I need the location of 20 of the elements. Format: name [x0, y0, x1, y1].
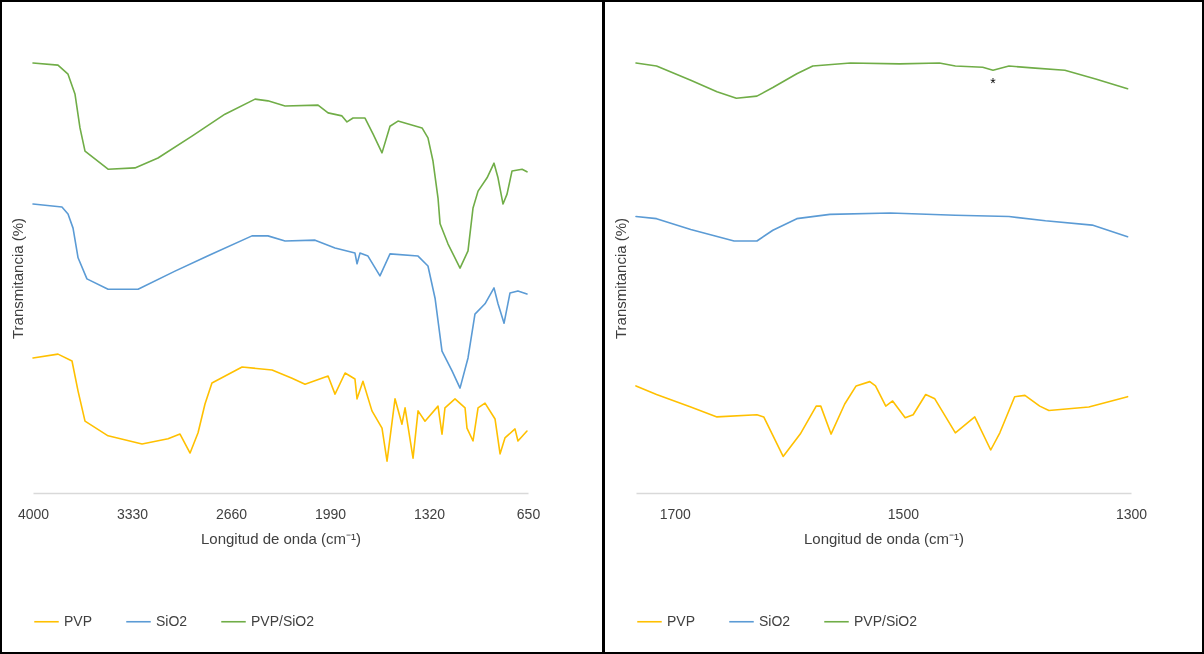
legend-label: SiO2: [156, 612, 188, 629]
legend-label: SiO2: [759, 612, 791, 629]
x-tick-label: 1500: [887, 505, 920, 522]
x-tick-label: 4000: [17, 505, 50, 522]
x-axis-title: Longitud de onda (cm⁻¹): [803, 529, 965, 547]
x-tick-label: 2660: [215, 505, 248, 522]
legend-label: PVP: [667, 612, 696, 629]
legend-label: PVP: [64, 612, 93, 629]
x-tick-label: 1300: [1115, 505, 1148, 522]
annotation: *: [990, 75, 997, 92]
x-tick-label: 1990: [314, 505, 347, 522]
legend-label: PVP/SiO2: [251, 612, 315, 629]
x-tick-label: 650: [516, 505, 541, 522]
y-axis-title: Transmitancia (%): [611, 217, 629, 340]
x-tick-label: 3330: [116, 505, 149, 522]
y-axis-title: Transmitancia (%): [8, 217, 26, 340]
x-tick-label: 1320: [413, 505, 446, 522]
x-tick-label: 1700: [659, 505, 692, 522]
legend-label: PVP/SiO2: [854, 612, 918, 629]
x-axis-title: Longitud de onda (cm⁻¹): [200, 529, 362, 547]
